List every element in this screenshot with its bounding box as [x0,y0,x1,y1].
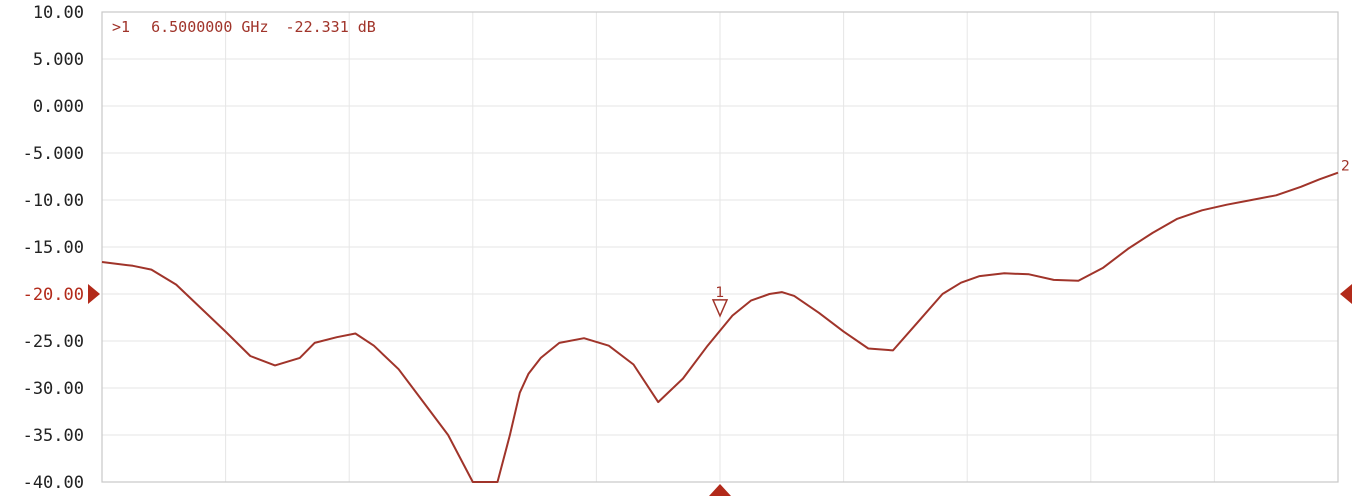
y-tick-label: -30.00 [23,379,84,399]
y-tick-label: -25.00 [23,332,84,352]
trace-line [101,171,1339,483]
marker-1-triangle[interactable] [711,299,729,318]
y-tick-label: -5.000 [23,144,84,164]
y-tick-label: 5.000 [33,50,84,70]
y-tick-label: 10.00 [33,3,84,23]
readout-value: -22.331 dB [286,18,376,36]
marker-1-label: 1 [716,285,725,301]
active-marker-readout: >1 6.5000000 GHz -22.331 dB [112,18,376,36]
y-tick-label: -20.00 [23,285,84,305]
y-tick-label: -40.00 [23,473,84,493]
y-tick-label: -10.00 [23,191,84,211]
readout-prefix: >1 [112,18,130,36]
y-tick-label: -15.00 [23,238,84,258]
y-tick-labels: 10.00 5.000 0.000 -5.000 -10.00 -15.00 -20.00 -… [23,3,84,493]
reference-level-left-arrow[interactable] [88,284,100,304]
y-tick-label: -35.00 [23,426,84,446]
y-tick-label: 0.000 [33,97,84,117]
plot-frame [101,11,1339,483]
grid [102,12,1338,482]
stimulus-position-arrow[interactable] [709,484,731,496]
marker-2-label: 2 [1341,159,1350,175]
markers: 12 [711,159,1350,318]
readout-frequency: 6.5000000 GHz [151,18,268,36]
reference-level-right-arrow[interactable] [1340,284,1352,304]
